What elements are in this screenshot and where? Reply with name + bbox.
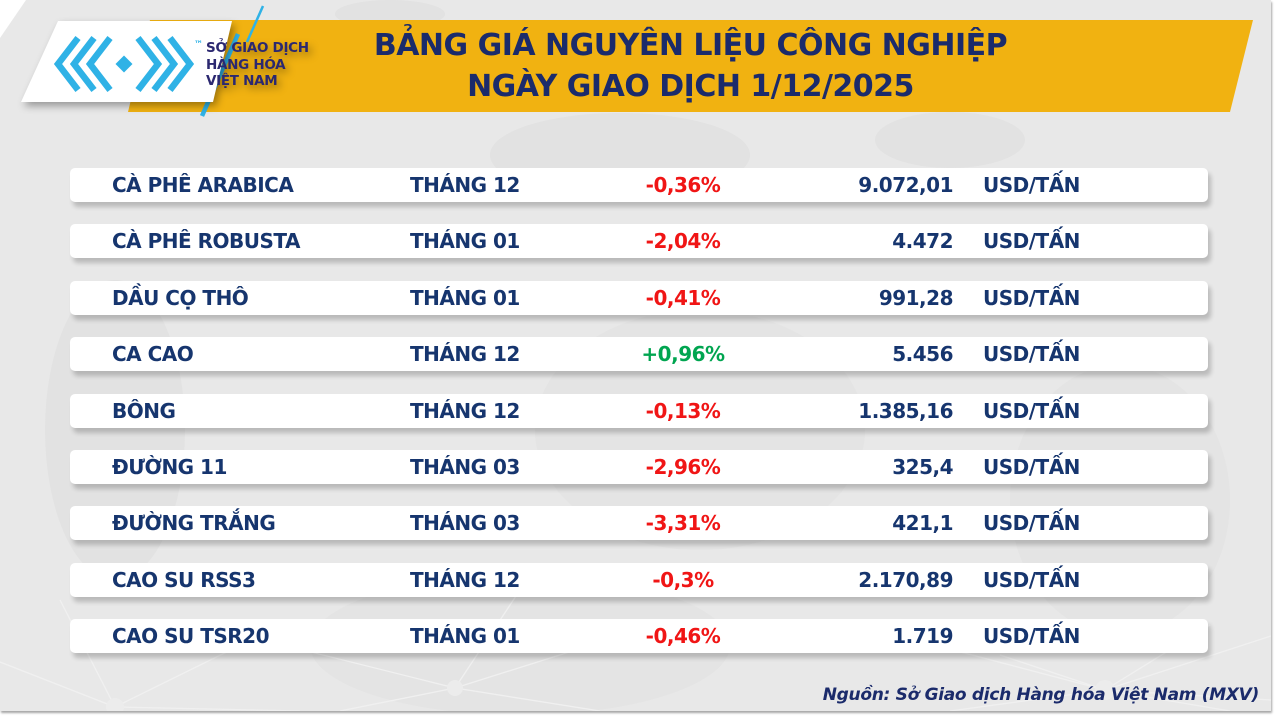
price-unit: USD/TẤN bbox=[983, 511, 1080, 536]
change-percent: -2,04% bbox=[645, 229, 721, 254]
contract-month: THÁNG 12 bbox=[410, 173, 520, 197]
price-unit: USD/TẤN bbox=[983, 285, 1080, 310]
price-value: 325,4 bbox=[892, 454, 953, 479]
contract-month: THÁNG 01 bbox=[410, 229, 520, 254]
commodity-name: BÔNG bbox=[112, 398, 176, 423]
contract-month: THÁNG 12 bbox=[410, 398, 520, 423]
commodity-name: ĐƯỜNG TRẮNG bbox=[112, 511, 276, 536]
price-row-robusta: CÀ PHÊ ROBUSTA THÁNG 01 -2,04% 4.472 USD… bbox=[70, 224, 1208, 259]
price-table: CÀ PHÊ ARABICA THÁNG 12 -0,36% 9.072,01 … bbox=[70, 168, 1208, 654]
price-row-cotton: BÔNG THÁNG 12 -0,13% 1.385,16 USD/TẤN bbox=[70, 393, 1208, 428]
price-value: 9.072,01 bbox=[858, 173, 953, 197]
change-percent: -0,13% bbox=[645, 398, 721, 423]
change-percent: -0,3% bbox=[652, 567, 714, 592]
price-unit: USD/TẤN bbox=[983, 454, 1080, 479]
contract-month: THÁNG 03 bbox=[410, 511, 520, 536]
change-percent: -0,46% bbox=[645, 624, 721, 649]
price-row-rubber-tsr20: CAO SU TSR20 THÁNG 01 -0,46% 1.719 USD/T… bbox=[70, 619, 1208, 654]
commodity-name: CÀ PHÊ ROBUSTA bbox=[112, 229, 301, 254]
commodity-name: CÀ PHÊ ARABICA bbox=[112, 173, 294, 197]
price-value: 4.472 bbox=[892, 229, 953, 254]
title-banner: BẢNG GIÁ NGUYÊN LIỆU CÔNG NGHIỆP NGÀY GI… bbox=[128, 20, 1253, 112]
contract-month: THÁNG 01 bbox=[410, 285, 520, 310]
price-value: 2.170,89 bbox=[858, 567, 953, 592]
commodity-name: ĐƯỜNG 11 bbox=[112, 454, 227, 479]
price-unit: USD/TẤN bbox=[983, 567, 1080, 592]
price-row-cocoa: CA CAO THÁNG 12 +0,96% 5.456 USD/TẤN bbox=[70, 337, 1208, 372]
change-percent: -2,96% bbox=[645, 454, 721, 479]
price-row-white-sugar: ĐƯỜNG TRẮNG THÁNG 03 -3,31% 421,1 USD/TẤ… bbox=[70, 506, 1208, 541]
price-row-sugar-11: ĐƯỜNG 11 THÁNG 03 -2,96% 325,4 USD/TẤN bbox=[70, 449, 1208, 484]
contract-month: THÁNG 01 bbox=[410, 624, 520, 649]
board-title-line1: BẢNG GIÁ NGUYÊN LIỆU CÔNG NGHIỆP bbox=[373, 28, 1008, 63]
mxv-chevron-logo-icon bbox=[53, 36, 195, 92]
price-row-palm-oil: DẦU CỌ THÔ THÁNG 01 -0,41% 991,28 USD/TẤ… bbox=[70, 280, 1208, 315]
commodity-name: CA CAO bbox=[112, 342, 194, 367]
price-value: 1.719 bbox=[892, 624, 953, 649]
price-value: 5.456 bbox=[892, 342, 953, 367]
logo-text-line2: HÀNG HÓA bbox=[206, 56, 286, 73]
contract-month: THÁNG 03 bbox=[410, 454, 520, 479]
price-row-arabica: CÀ PHÊ ARABICA THÁNG 12 -0,36% 9.072,01 … bbox=[70, 168, 1208, 202]
price-unit: USD/TẤN bbox=[983, 229, 1080, 254]
mxv-logo-text: SỞ GIAO DỊCH HÀNG HÓA VIỆT NAM bbox=[206, 40, 309, 90]
trademark-symbol: ™ bbox=[194, 40, 203, 50]
price-unit: USD/TẤN bbox=[983, 342, 1080, 367]
price-value: 991,28 bbox=[878, 285, 954, 310]
price-row-rubber-rss3: CAO SU RSS3 THÁNG 12 -0,3% 2.170,89 USD/… bbox=[70, 562, 1208, 597]
board-title-line2: NGÀY GIAO DỊCH 1/12/2025 bbox=[467, 69, 914, 104]
commodity-name: DẦU CỌ THÔ bbox=[112, 285, 249, 310]
commodity-name: CAO SU RSS3 bbox=[112, 567, 256, 592]
price-unit: USD/TẤN bbox=[983, 624, 1080, 649]
logo-text-line1: SỞ GIAO DỊCH bbox=[206, 40, 309, 56]
change-percent: -0,36% bbox=[645, 173, 721, 197]
price-unit: USD/TẤN bbox=[983, 173, 1080, 197]
logo-text-line3: VIỆT NAM bbox=[206, 73, 278, 89]
source-note: Nguồn: Sở Giao dịch Hàng hóa Việt Nam (M… bbox=[822, 685, 1260, 705]
contract-month: THÁNG 12 bbox=[410, 342, 520, 367]
price-value: 1.385,16 bbox=[858, 398, 953, 423]
change-percent: +0,96% bbox=[641, 342, 725, 367]
price-unit: USD/TẤN bbox=[983, 398, 1080, 423]
change-percent: -0,41% bbox=[645, 285, 721, 310]
price-value: 421,1 bbox=[892, 511, 953, 536]
contract-month: THÁNG 12 bbox=[410, 567, 520, 592]
change-percent: -3,31% bbox=[645, 511, 721, 536]
mxv-logo-plate: ™ SỞ GIAO DỊCH HÀNG HÓA VIỆT NAM bbox=[0, 0, 309, 125]
commodity-name: CAO SU TSR20 bbox=[112, 624, 270, 649]
